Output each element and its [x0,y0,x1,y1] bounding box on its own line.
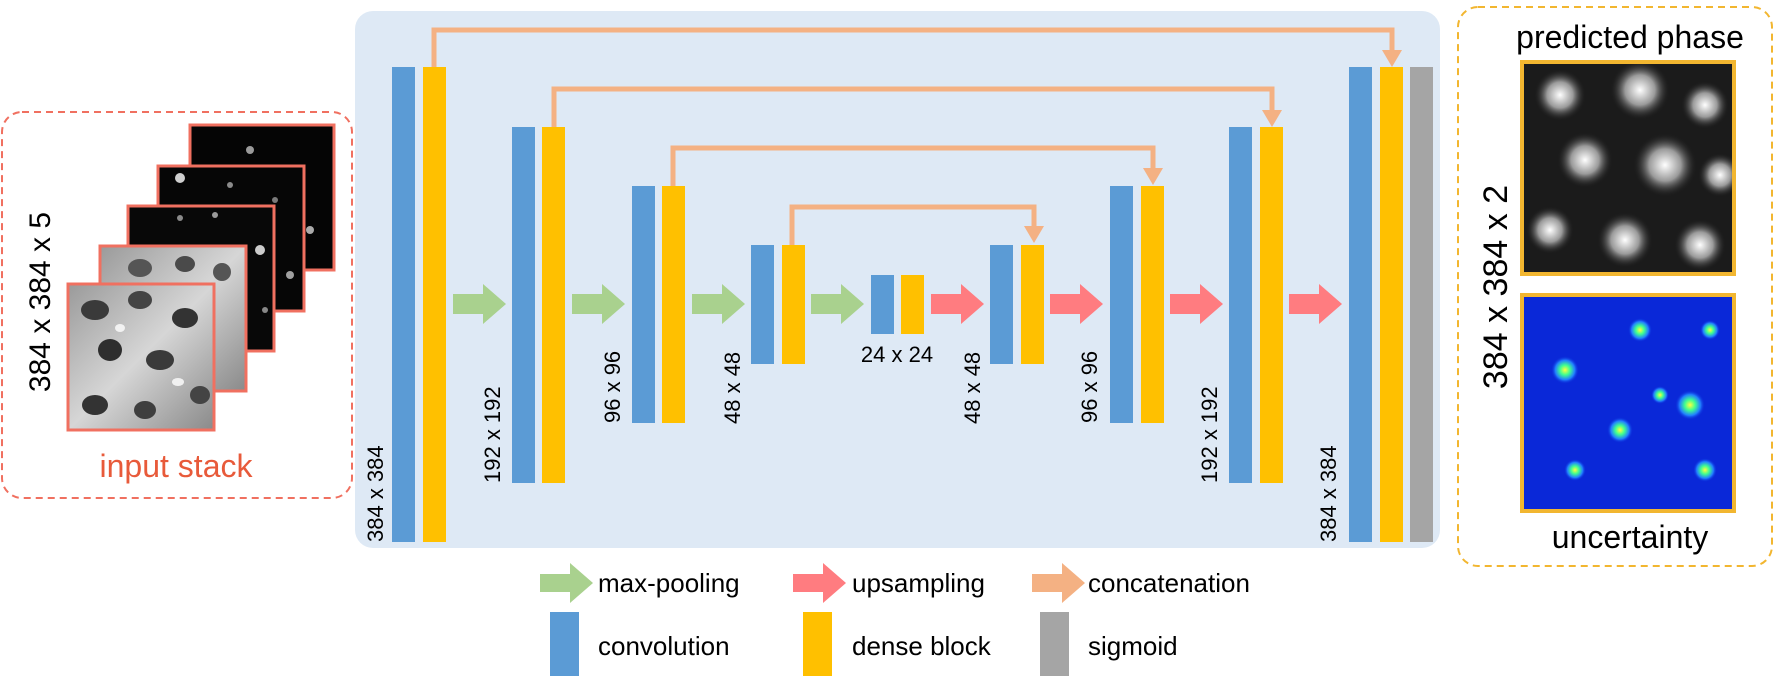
sigmoid-block [1410,67,1433,542]
skip-arrowhead-2 [1262,110,1282,127]
legend-sigmoid-swatch [1040,612,1069,676]
output-subtitle: uncertainty [1552,519,1709,555]
upsampling-arrow-4 [1289,284,1342,324]
skip-connection-4 [789,204,1037,245]
dense-block-dec-3 [1141,186,1164,423]
dense-block-enc-1 [423,67,446,542]
legend-max-pooling-label: max-pooling [598,568,740,598]
legend-concatenation-label: concatenation [1088,568,1250,598]
legend-upsampling-label: upsampling [852,568,985,598]
dense-block-dec-1 [1380,67,1403,542]
skip-arrowhead-4 [1024,226,1044,243]
skip-arrowhead-3 [1143,168,1163,185]
upsampling-arrow-3 [1170,284,1223,324]
input-stack-image [66,123,336,432]
level-label-bottleneck: 24 x 24 [861,342,933,367]
legend-max-pooling-icon [540,563,593,603]
network-panel [355,11,1440,548]
input-dims-label: 384 x 384 x 5 [24,212,57,392]
legend-concatenation-icon [1032,563,1085,603]
input-frame-1 [66,282,216,432]
legend-upsampling-icon [793,563,846,603]
uncertainty-image [1520,293,1736,513]
skip-arrowhead-1 [1382,50,1402,67]
skip-connection-1 [431,27,1395,68]
upsampling-arrow-1 [931,284,984,324]
conv-block-enc-2 [512,127,535,483]
dense-block-enc-2 [542,127,565,483]
conv-block-bottleneck [871,275,894,334]
output-dims-label: 384 x 384 x 2 [1477,185,1515,389]
skip-connection-2 [551,86,1275,128]
dense-block-dec-2 [1260,127,1283,483]
dense-block-dec-4 [1021,245,1044,364]
skip-arrowheads [1024,50,1402,243]
max-pooling-arrows [453,284,864,324]
skip-connection-3 [670,145,1156,186]
legend-dense-block-swatch [803,612,832,676]
level-label-dec-4: 48 x 48 [960,352,985,424]
max-pooling-arrow-2 [572,284,625,324]
skip-connections [431,27,1395,245]
input-stack-label: input stack [100,448,254,484]
conv-block-dec-4 [990,245,1013,364]
max-pooling-arrow-1 [453,284,506,324]
level-label-enc-4: 48 x 48 [720,352,745,424]
legend-convolution-swatch [550,612,579,676]
level-label-dec-3: 96 x 96 [1077,351,1102,423]
predicted-phase-image [1520,60,1736,276]
legend: max-pooling upsampling concatenation con… [540,563,1250,676]
max-pooling-arrow-3 [692,284,745,324]
max-pooling-arrow-4 [811,284,864,324]
conv-block-dec-1 [1349,67,1372,542]
conv-block-enc-1 [392,67,415,542]
upsampling-arrows [931,284,1342,324]
legend-sigmoid-label: sigmoid [1088,631,1178,661]
output-panel-frame [1457,6,1773,567]
dense-block-bottleneck [901,275,924,334]
legend-dense-block-label: dense block [852,631,992,661]
output-title: predicted phase [1516,19,1744,55]
level-label-enc-3: 96 x 96 [600,351,625,423]
level-label-enc-1: 384 x 384 [363,445,388,542]
level-label-dec-2: 192 x 192 [1197,386,1222,483]
dense-block-enc-3 [662,186,685,423]
dense-block-enc-4 [782,245,805,364]
legend-convolution-label: convolution [598,631,730,661]
conv-block-dec-2 [1229,127,1252,483]
upsampling-arrow-2 [1050,284,1103,324]
level-label-dec-1: 384 x 384 [1316,445,1341,542]
conv-block-enc-3 [632,186,655,423]
conv-block-dec-3 [1110,186,1133,423]
conv-block-enc-4 [751,245,774,364]
level-label-enc-2: 192 x 192 [480,386,505,483]
